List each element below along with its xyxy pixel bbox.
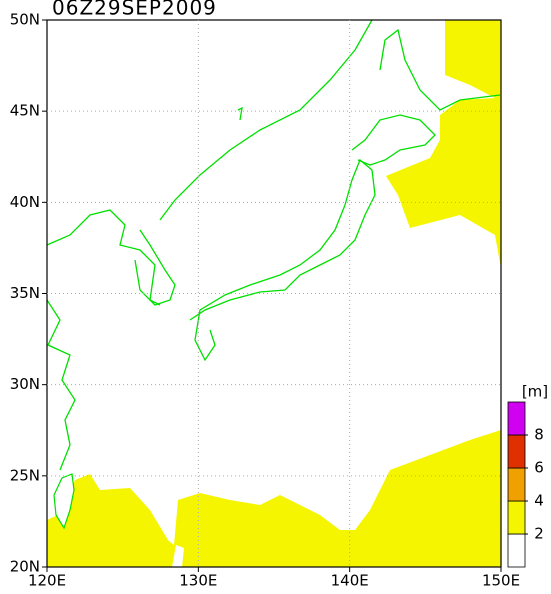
coastline [379, 28, 501, 111]
lat-label: 30N [10, 375, 40, 393]
wave-areas [47, 20, 501, 567]
coastline [237, 106, 243, 121]
colorbar-segment [507, 533, 526, 568]
colorbar-segment [507, 434, 526, 469]
title: 06Z29SEP2009 [52, 0, 217, 20]
lon-label: 120E [28, 572, 66, 590]
wave-area [386, 20, 501, 268]
lat-label: 25N [10, 466, 40, 484]
lat-label: 45N [10, 102, 40, 120]
taiwan [53, 473, 75, 530]
lon-label: 130E [179, 572, 217, 590]
colorbar-label: 4 [534, 492, 544, 510]
lat-label: 35N [10, 284, 40, 302]
coastline [189, 158, 376, 362]
lon-label: 150E [482, 572, 520, 590]
lat-label: 40N [10, 193, 40, 211]
colorbar-label: 2 [534, 525, 544, 543]
lat-label: 50N [10, 11, 40, 29]
colorbar-label: 8 [534, 426, 544, 444]
gap [172, 545, 184, 567]
lat-label: 20N [10, 558, 40, 576]
colorbar-segment [507, 467, 526, 502]
coastline [134, 229, 176, 306]
coastline [159, 19, 373, 221]
lon-label: 140E [331, 572, 369, 590]
wave-area [47, 430, 501, 567]
coastline [351, 114, 436, 166]
coastlines [46, 19, 501, 471]
colorbar-unit: [m] [522, 383, 548, 401]
colorbar-segment [507, 500, 526, 535]
colorbar-label: 6 [534, 459, 544, 477]
colorbar-segment [507, 401, 526, 436]
coastline [46, 299, 76, 471]
coastline [46, 209, 161, 306]
